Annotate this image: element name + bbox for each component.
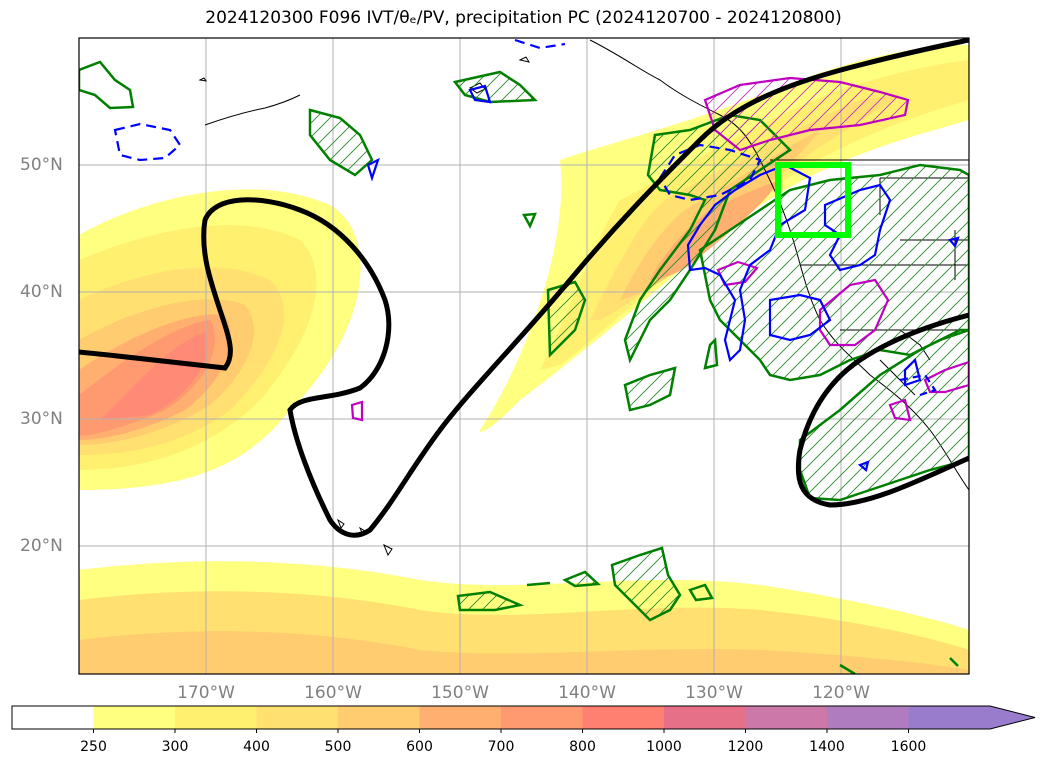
lon-label-120w: 120°W — [812, 683, 870, 703]
colorbar-segment — [12, 706, 94, 729]
lat-label-40: 40°N — [20, 282, 63, 302]
ivt-black-contours — [79, 38, 969, 538]
lon-label-150w: 150°W — [431, 683, 489, 703]
lon-label-130w: 130°W — [685, 683, 743, 703]
colorbar-segment — [664, 706, 746, 729]
colorbar-tick-label: 1400 — [809, 739, 845, 755]
colorbar-tick-label: 250 — [80, 739, 107, 755]
lon-label-170w: 170°W — [177, 683, 235, 703]
colorbar-tick-label: 1000 — [646, 739, 682, 755]
colorbar-segment — [827, 706, 909, 729]
colorbar-segment — [501, 706, 583, 729]
lat-label-50: 50°N — [20, 155, 63, 175]
colorbar-outline — [11, 705, 1036, 730]
colorbar-extend-arrow — [990, 706, 1035, 729]
colorbar-tick-label: 300 — [161, 739, 189, 755]
colorbar-tick-label: 400 — [243, 739, 270, 755]
lon-label-140w: 140°W — [558, 683, 616, 703]
colorbar-segment — [175, 706, 257, 729]
colorbar-segment — [582, 706, 665, 729]
figure-title: 2024120300 F096 IVT/θₑ/PV, precipitation… — [205, 8, 842, 28]
colorbar-tick-label: 500 — [324, 739, 352, 755]
colorbar-tick-label: 1600 — [890, 739, 927, 755]
map-frame — [78, 37, 970, 675]
colorbar-segment — [419, 706, 502, 729]
colorbar-segment — [908, 706, 991, 729]
highlight-box — [775, 162, 851, 238]
colorbar-tick-label: 600 — [406, 739, 433, 755]
colorbar-segment — [256, 706, 339, 729]
colorbar-tick-label: 800 — [569, 739, 596, 755]
pv-contours-magenta — [350, 76, 969, 422]
gridlines — [79, 38, 969, 674]
theta-e-contours-blue — [113, 38, 960, 472]
colorbar-tick-label: 1200 — [727, 739, 764, 755]
lat-label-20: 20°N — [20, 536, 63, 556]
colorbar-segment — [93, 706, 176, 729]
colorbar-segment — [745, 706, 828, 729]
lon-label-160w: 160°W — [304, 683, 362, 703]
colorbar — [11, 705, 1036, 733]
colorbar-tick-label: 700 — [487, 739, 515, 755]
lat-label-30: 30°N — [20, 409, 63, 429]
colorbar-segment — [338, 706, 420, 729]
